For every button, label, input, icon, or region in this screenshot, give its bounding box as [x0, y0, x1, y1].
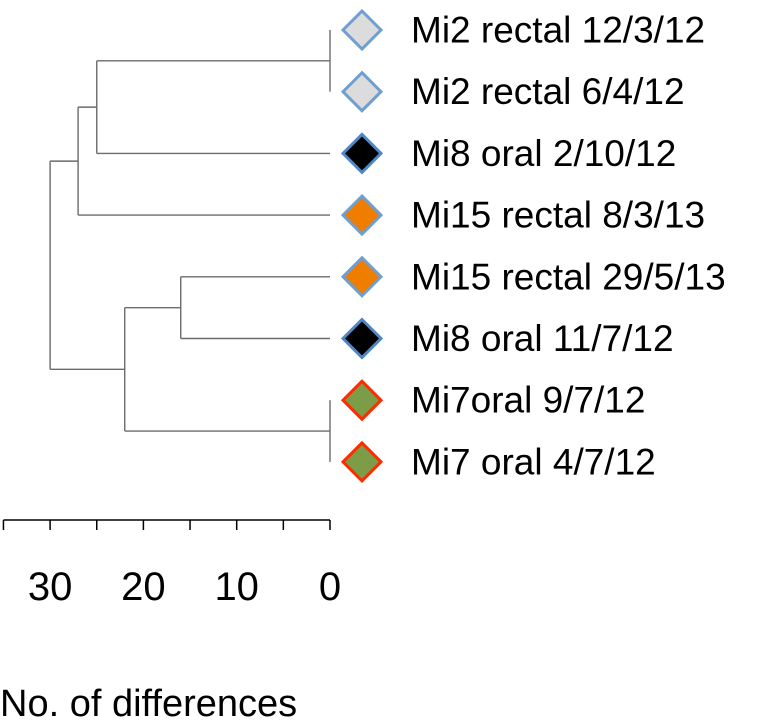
leaf-label: Mi8 oral 11/7/12 — [411, 318, 674, 359]
leaf-marker-diamond-icon — [340, 132, 384, 175]
tree-branches — [49, 30, 331, 462]
leaf-label: Mi2 rectal 12/3/12 — [411, 10, 705, 51]
axis-tick-label: 30 — [28, 565, 73, 609]
leaf-marker-diamond-icon — [340, 70, 384, 113]
axis-tick-label: 0 — [319, 565, 341, 609]
leaf-marker-diamond-icon — [340, 317, 384, 360]
leaf-label: Mi15 rectal 29/5/13 — [411, 256, 726, 297]
distance-axis: 30 20 10 0 — [2, 519, 341, 609]
leaf-label: Mi7 oral 4/7/12 — [411, 441, 656, 482]
leaf-label: Mi8 oral 2/10/12 — [411, 133, 676, 174]
leaf-label: Mi2 rectal 6/4/12 — [411, 71, 685, 112]
leaf-marker-diamond-icon — [340, 8, 384, 52]
tree-leaves: Mi2 rectal 12/3/12 Mi2 rectal 6/4/12 Mi8 o… — [340, 8, 726, 484]
leaf-marker-diamond-icon — [340, 440, 384, 484]
leaf-marker-diamond-icon — [340, 255, 384, 298]
leaf-label: Mi15 rectal 8/3/13 — [411, 195, 705, 236]
axis-tick-label: 20 — [121, 565, 166, 609]
leaf-marker-diamond-icon — [340, 379, 384, 422]
axis-tick-label: 10 — [214, 565, 259, 609]
axis-title: No. of differences — [0, 683, 297, 722]
leaf-label: Mi7oral 9/7/12 — [411, 380, 645, 421]
leaf-marker-diamond-icon — [340, 193, 384, 237]
